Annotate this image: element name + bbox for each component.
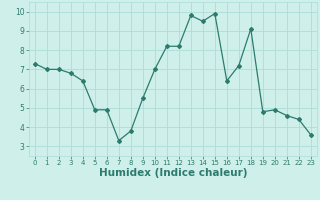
X-axis label: Humidex (Indice chaleur): Humidex (Indice chaleur) xyxy=(99,168,247,178)
